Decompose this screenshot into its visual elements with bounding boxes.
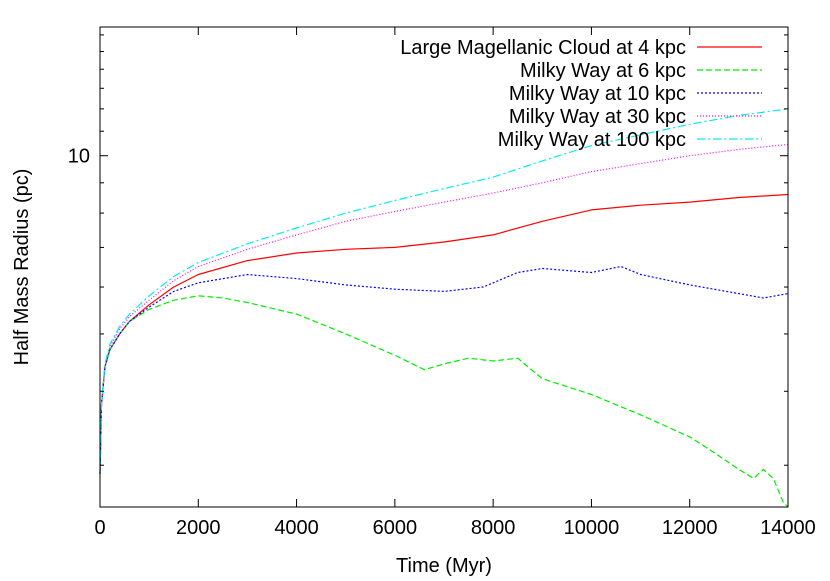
- legend-label: Milky Way at 6 kpc: [520, 60, 686, 82]
- plot-lines: [99, 108, 789, 508]
- series-line-3: [99, 265, 789, 474]
- legend-label: Milky Way at 30 kpc: [509, 106, 686, 128]
- series-line-4: [99, 143, 789, 474]
- y-tick-label: 10: [68, 146, 90, 168]
- series-line-5: [99, 108, 789, 474]
- x-tick-label: 8000: [471, 517, 516, 539]
- plot-frame: [99, 26, 789, 508]
- x-tick-label: 10000: [564, 517, 620, 539]
- legend-label: Large Magellanic Cloud at 4 kpc: [400, 37, 686, 59]
- legend-label: Milky Way at 100 kpc: [498, 129, 686, 151]
- axis-ticks: [99, 27, 789, 507]
- x-tick-label: 4000: [274, 517, 319, 539]
- x-tick-label: 14000: [760, 517, 816, 539]
- x-tick-label: 0: [94, 517, 105, 539]
- tick-labels: 0 2000 4000 6000 8000 10000 12000 14000 10: [68, 146, 816, 539]
- x-tick-label: 12000: [662, 517, 718, 539]
- legend-label: Milky Way at 10 kpc: [509, 83, 686, 105]
- y-axis-label: Half Mass Radius (pc): [11, 169, 33, 366]
- x-axis-label: Time (Myr): [396, 555, 492, 577]
- x-tick-label: 6000: [373, 517, 418, 539]
- x-tick-label: 2000: [176, 517, 221, 539]
